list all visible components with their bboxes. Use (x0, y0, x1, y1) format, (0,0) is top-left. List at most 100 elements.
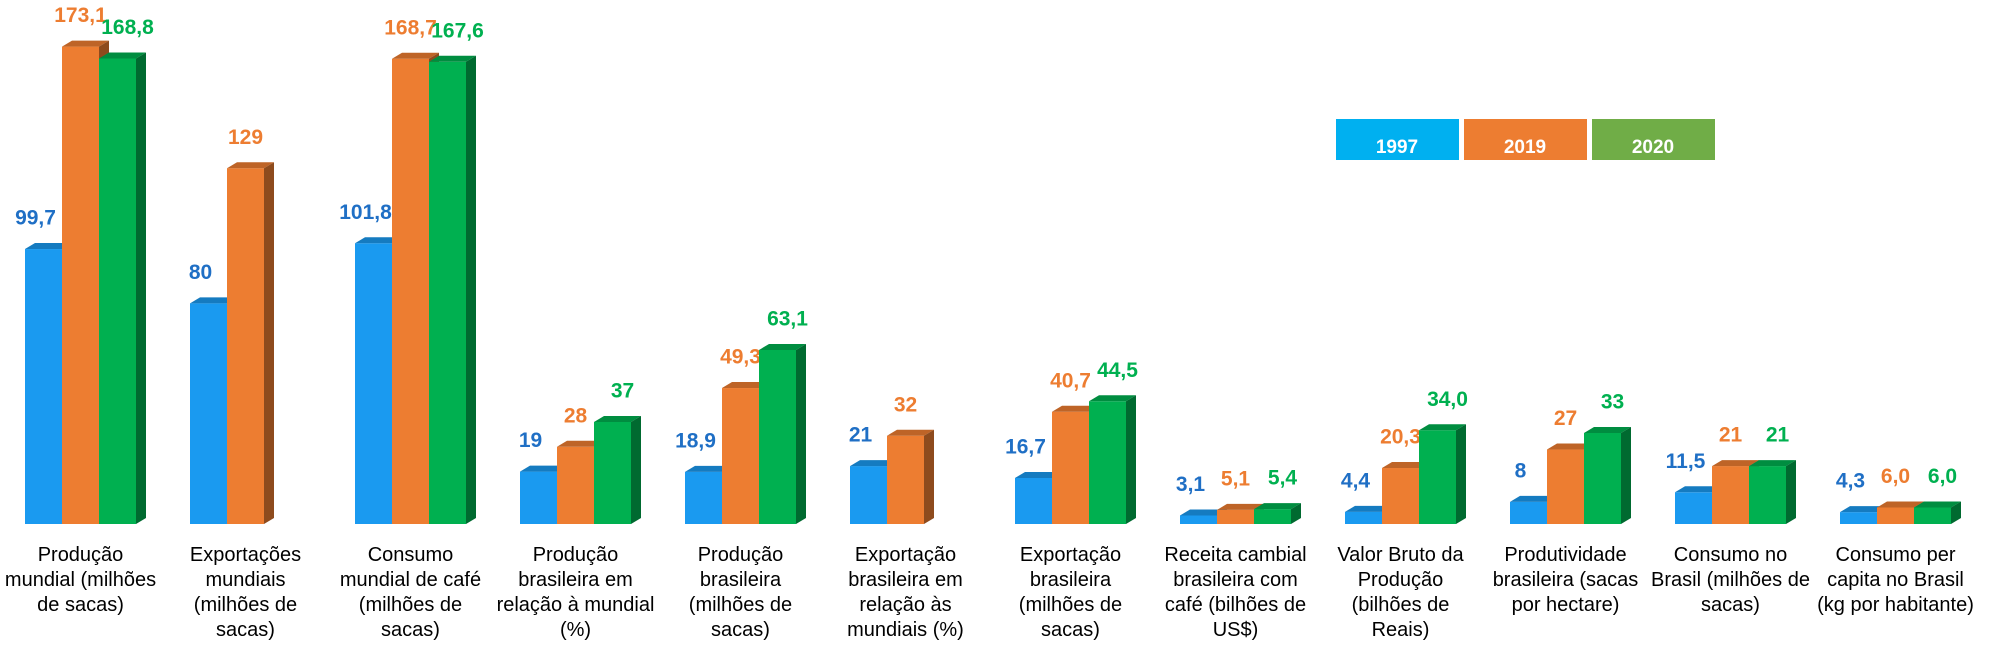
bar-top (1254, 503, 1301, 510)
bar-front (25, 249, 62, 524)
value-label: 4,3 (1836, 470, 1865, 493)
value-label: 6,0 (1928, 465, 1957, 488)
x-tick-label: Exportação brasileira em relação às mund… (847, 544, 964, 641)
value-label: 99,7 (15, 207, 56, 230)
bar-front (190, 303, 227, 524)
legend-swatch (1592, 119, 1715, 160)
bar-top (557, 440, 604, 447)
bar-front (1712, 466, 1749, 524)
bar-front (1510, 501, 1547, 524)
bar-side (1126, 395, 1136, 524)
bar-front (1419, 430, 1456, 524)
value-label: 40,7 (1050, 369, 1091, 392)
bar-top (227, 162, 274, 169)
legend-label: 2019 (1504, 137, 1546, 158)
value-label: 21 (849, 424, 873, 447)
bar-front (1914, 507, 1951, 524)
bar-front (1015, 477, 1052, 524)
value-label: 173,1 (54, 4, 107, 27)
bar-front (1675, 492, 1712, 524)
x-tick-label: Valor Bruto da Produção (bilhões de Reai… (1337, 544, 1464, 641)
legend-label: 2020 (1632, 137, 1674, 158)
value-label: 16,7 (1005, 435, 1046, 458)
value-label: 21 (1719, 424, 1743, 447)
value-label: 3,1 (1176, 473, 1206, 496)
value-label: 27 (1554, 407, 1577, 430)
bar-top (1712, 460, 1759, 467)
bar-front (850, 466, 887, 524)
bar-front (1584, 432, 1621, 524)
value-label: 19 (519, 429, 542, 452)
bar-side (796, 343, 806, 524)
bar-front (557, 446, 594, 524)
bar-side (466, 55, 476, 524)
value-label: 167,6 (431, 19, 484, 42)
bar-top (1840, 506, 1887, 513)
bar-side (1456, 424, 1466, 524)
bar-top (1217, 503, 1264, 510)
bar-top (99, 52, 146, 59)
bar-top (1382, 462, 1429, 469)
x-tick-label: Exportações mundiais (milhões de sacas) (189, 544, 302, 641)
value-label: 20,3 (1380, 426, 1421, 449)
value-label: 6,0 (1881, 465, 1910, 488)
value-label: 4,4 (1341, 469, 1371, 492)
bar-front (1052, 411, 1089, 524)
bar-top (392, 52, 439, 59)
bar-front (520, 471, 557, 524)
bar-top (1914, 501, 1961, 508)
bar-top (1510, 495, 1557, 502)
bar-top (190, 297, 237, 304)
bar-front (594, 421, 631, 524)
value-label: 37 (611, 380, 634, 403)
bar-side (1951, 501, 1961, 524)
bar-side (136, 52, 146, 524)
bar-top (520, 465, 567, 472)
legend-swatch (1336, 119, 1459, 160)
bar-front (1217, 509, 1254, 524)
bar-top (1877, 501, 1924, 508)
value-label: 32 (894, 393, 917, 416)
value-label: 44,5 (1097, 359, 1138, 382)
bar-top (25, 243, 72, 250)
bar-top (722, 382, 769, 389)
bar-side (1786, 460, 1796, 524)
value-label: 168,7 (384, 16, 437, 39)
bar-front (99, 58, 136, 524)
bar-front (1180, 515, 1217, 524)
bar-top (1015, 471, 1062, 478)
bar-front (227, 168, 264, 525)
bar-side (1291, 503, 1301, 524)
bar-top (1345, 505, 1392, 512)
bar-front (759, 349, 796, 524)
bar-front (429, 61, 466, 524)
bar-top (1180, 509, 1227, 516)
x-tick-label: Exportação brasileira (milhões de sacas) (1018, 544, 1123, 641)
value-label: 18,9 (675, 429, 716, 452)
bar-top (759, 343, 806, 350)
bar-top (1749, 460, 1796, 467)
value-label: 8 (1515, 459, 1527, 482)
value-label: 101,8 (339, 201, 392, 224)
bar-top (887, 429, 934, 436)
bar-side (1621, 426, 1631, 524)
x-tick-label: Consumo no Brasil (milhões de sacas) (1651, 544, 1810, 616)
value-label: 5,4 (1268, 467, 1298, 490)
bar-side (631, 415, 641, 524)
bar-side (924, 429, 934, 524)
bar-front (392, 58, 429, 524)
bar-top (1089, 395, 1136, 402)
bar-side (264, 162, 274, 525)
x-tick-label: Receita cambial brasileira com café (bil… (1164, 544, 1307, 641)
value-label: 21 (1766, 424, 1790, 447)
bar-front (1089, 401, 1126, 524)
legend-label: 1997 (1376, 137, 1418, 158)
legend-swatch (1464, 119, 1587, 160)
value-label: 11,5 (1666, 450, 1706, 473)
bar-front (1840, 512, 1877, 524)
bar-top (1547, 443, 1594, 450)
bar-top (62, 40, 109, 47)
bar-top (850, 460, 897, 467)
